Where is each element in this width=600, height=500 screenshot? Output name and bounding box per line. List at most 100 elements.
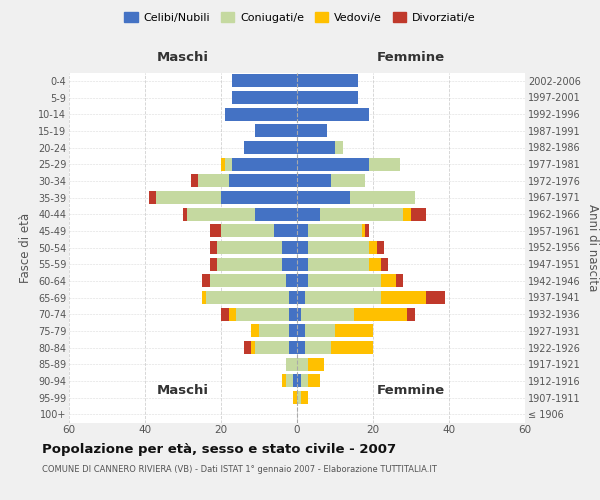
Bar bbox=[229, 174, 297, 188]
Text: Maschi: Maschi bbox=[157, 384, 209, 397]
Bar bbox=[365, 224, 369, 237]
Bar bbox=[251, 324, 259, 338]
Bar bbox=[255, 341, 289, 354]
Bar bbox=[286, 374, 293, 388]
Legend: Celibi/Nubili, Coniugati/e, Vedovi/e, Divorziati/e: Celibi/Nubili, Coniugati/e, Vedovi/e, Di… bbox=[120, 8, 480, 28]
Bar bbox=[251, 341, 255, 354]
Bar bbox=[149, 191, 157, 204]
Bar bbox=[289, 341, 297, 354]
Bar bbox=[232, 91, 297, 104]
Bar bbox=[297, 341, 305, 354]
Bar bbox=[221, 191, 297, 204]
Bar bbox=[297, 74, 358, 88]
Bar bbox=[232, 74, 297, 88]
Bar bbox=[202, 274, 209, 287]
Bar bbox=[369, 241, 377, 254]
Bar bbox=[403, 208, 411, 220]
Bar bbox=[191, 174, 198, 188]
Bar bbox=[354, 308, 407, 320]
Bar bbox=[297, 308, 301, 320]
Text: COMUNE DI CANNERO RIVIERA (VB) - Dati ISTAT 1° gennaio 2007 - Elaborazione TUTTI: COMUNE DI CANNERO RIVIERA (VB) - Dati IS… bbox=[42, 465, 437, 474]
Bar bbox=[293, 374, 297, 388]
Text: Femmine: Femmine bbox=[377, 384, 445, 397]
Bar bbox=[380, 274, 396, 287]
Bar bbox=[305, 324, 335, 338]
Bar bbox=[308, 374, 320, 388]
Bar bbox=[289, 291, 297, 304]
Bar bbox=[286, 274, 297, 287]
Bar bbox=[411, 208, 426, 220]
Bar bbox=[225, 158, 232, 170]
Bar bbox=[407, 308, 415, 320]
Bar bbox=[308, 274, 380, 287]
Bar bbox=[183, 208, 187, 220]
Bar bbox=[157, 191, 221, 204]
Bar bbox=[297, 174, 331, 188]
Bar bbox=[308, 241, 369, 254]
Bar bbox=[335, 324, 373, 338]
Bar bbox=[308, 224, 362, 237]
Bar bbox=[297, 258, 308, 270]
Bar bbox=[331, 174, 365, 188]
Bar bbox=[331, 341, 373, 354]
Bar bbox=[297, 208, 320, 220]
Bar bbox=[255, 208, 297, 220]
Bar bbox=[274, 224, 297, 237]
Bar bbox=[297, 91, 358, 104]
Bar bbox=[187, 208, 255, 220]
Bar bbox=[369, 158, 400, 170]
Bar bbox=[202, 291, 206, 304]
Y-axis label: Anni di nascita: Anni di nascita bbox=[586, 204, 599, 291]
Bar bbox=[221, 308, 229, 320]
Bar bbox=[293, 391, 297, 404]
Bar bbox=[301, 391, 308, 404]
Bar bbox=[244, 341, 251, 354]
Bar bbox=[229, 308, 236, 320]
Bar bbox=[206, 291, 289, 304]
Bar bbox=[305, 291, 380, 304]
Bar bbox=[282, 258, 297, 270]
Bar bbox=[221, 158, 225, 170]
Bar bbox=[217, 258, 282, 270]
Bar bbox=[369, 258, 380, 270]
Bar bbox=[335, 141, 343, 154]
Bar bbox=[301, 308, 354, 320]
Bar bbox=[350, 191, 415, 204]
Bar bbox=[297, 108, 369, 120]
Bar bbox=[217, 241, 282, 254]
Bar bbox=[297, 191, 350, 204]
Bar bbox=[297, 158, 369, 170]
Bar bbox=[377, 241, 385, 254]
Text: Popolazione per età, sesso e stato civile - 2007: Popolazione per età, sesso e stato civil… bbox=[42, 442, 396, 456]
Bar bbox=[297, 374, 301, 388]
Bar bbox=[282, 241, 297, 254]
Bar bbox=[305, 341, 331, 354]
Bar bbox=[297, 324, 305, 338]
Bar bbox=[297, 358, 308, 370]
Bar bbox=[362, 224, 365, 237]
Bar bbox=[286, 358, 297, 370]
Bar bbox=[297, 124, 328, 138]
Bar bbox=[221, 224, 274, 237]
Bar bbox=[320, 208, 403, 220]
Text: Femmine: Femmine bbox=[377, 51, 445, 64]
Bar bbox=[380, 258, 388, 270]
Bar bbox=[297, 224, 308, 237]
Bar bbox=[297, 391, 301, 404]
Bar bbox=[255, 124, 297, 138]
Bar bbox=[209, 258, 217, 270]
Bar bbox=[244, 141, 297, 154]
Bar bbox=[308, 358, 323, 370]
Bar bbox=[259, 324, 289, 338]
Bar bbox=[297, 241, 308, 254]
Text: Maschi: Maschi bbox=[157, 51, 209, 64]
Bar bbox=[209, 224, 221, 237]
Bar bbox=[209, 241, 217, 254]
Bar bbox=[289, 324, 297, 338]
Bar bbox=[308, 258, 369, 270]
Bar bbox=[380, 291, 426, 304]
Bar bbox=[297, 274, 308, 287]
Bar bbox=[297, 291, 305, 304]
Bar bbox=[301, 374, 308, 388]
Bar bbox=[426, 291, 445, 304]
